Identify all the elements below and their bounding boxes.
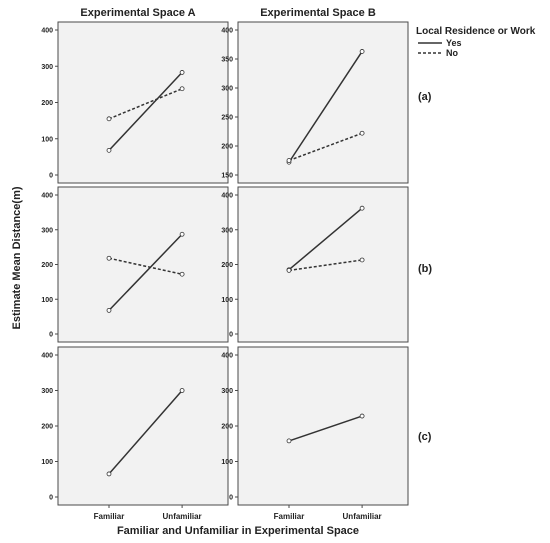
panel-a-a: 0 100 200 300 400 — [41, 21, 229, 184]
panel-c-b: 0 100 200 300 400 Familiar Unfamiliar — [221, 346, 409, 521]
y-tick-label: 200 — [41, 262, 53, 269]
series-line-no — [288, 259, 363, 272]
data-point-no — [106, 255, 112, 261]
y-tick-label: 100 — [41, 459, 53, 466]
y-tick-label: 100 — [41, 297, 53, 304]
data-point-yes — [179, 388, 185, 393]
y-tick-label: 100 — [221, 297, 233, 304]
y-tick-label: 350 — [221, 57, 233, 64]
panels: 0 100 200 300 400 150 200 250 300 350 400 0 100 200 30… — [41, 21, 409, 521]
plot-area — [57, 186, 229, 343]
series-line-yes — [108, 71, 183, 151]
data-point-yes — [179, 231, 185, 237]
y-tick-label: 200 — [221, 144, 233, 151]
y-tick-label: 0 — [49, 173, 53, 180]
series-line-yes — [288, 415, 363, 442]
plot-area — [237, 21, 409, 184]
panel-b-a: 0 100 200 300 400 — [41, 186, 229, 343]
series-line-no — [108, 257, 183, 275]
data-point-no — [106, 116, 112, 122]
x-tick-label: Familiar — [274, 512, 305, 521]
y-tick-label: 0 — [229, 495, 233, 502]
data-point-yes — [359, 205, 365, 211]
data-point-no — [359, 130, 365, 136]
legend-label-yes: Yes — [446, 38, 462, 48]
series-line-no — [288, 132, 363, 162]
data-point-no — [286, 158, 292, 163]
data-point-yes — [106, 147, 112, 153]
y-axis-title: Estimate Mean Distance(m) — [11, 186, 23, 329]
legend-title: Local Residence or Work — [416, 26, 536, 37]
y-tick-label: 300 — [221, 86, 233, 93]
data-point-yes — [286, 438, 292, 444]
y-tick-label: 200 — [221, 424, 233, 431]
y-tick-label: 300 — [41, 64, 53, 71]
y-tick-label: 250 — [221, 115, 233, 122]
y-tick-label: 0 — [49, 332, 53, 339]
series-line-yes — [108, 233, 183, 311]
row-label-c: (c) — [418, 431, 432, 443]
series-line-yes — [108, 390, 183, 475]
y-tick-label: 400 — [41, 28, 53, 35]
column-title-b: Experimental Space B — [260, 7, 376, 19]
series-line-yes — [288, 207, 363, 271]
panel-a-b: 150 200 250 300 350 400 — [221, 21, 409, 184]
y-tick-label: 300 — [41, 227, 53, 234]
y-tick-label: 100 — [221, 459, 233, 466]
y-tick-label: 400 — [221, 193, 233, 200]
x-tick-label: Unfamiliar — [163, 512, 202, 521]
data-point-yes — [359, 49, 365, 54]
data-point-yes — [359, 413, 365, 419]
data-point-no — [359, 257, 365, 263]
y-tick-label: 400 — [221, 353, 233, 360]
y-tick-label: 300 — [221, 227, 233, 234]
y-tick-label: 0 — [49, 495, 53, 502]
y-tick-label: 200 — [41, 424, 53, 431]
series-line-yes — [288, 51, 363, 163]
data-point-no — [179, 86, 185, 92]
data-point-yes — [106, 471, 112, 477]
y-tick-label: 300 — [41, 388, 53, 395]
data-point-no — [179, 271, 185, 277]
series-line-no — [108, 88, 183, 120]
row-label-b: (b) — [418, 263, 432, 275]
y-tick-label: 200 — [41, 100, 53, 107]
plot-area — [57, 21, 229, 184]
y-tick-label: 400 — [41, 353, 53, 360]
y-tick-label: 0 — [229, 332, 233, 339]
data-point-yes — [179, 70, 185, 75]
y-tick-label: 200 — [221, 262, 233, 269]
y-tick-label: 150 — [221, 173, 233, 180]
row-label-a: (a) — [418, 91, 432, 103]
y-tick-label: 300 — [221, 388, 233, 395]
data-point-yes — [106, 307, 112, 313]
panel-c-a: 0 100 200 300 400 Familiar Unfamiliar — [41, 346, 229, 521]
y-tick-label: 100 — [41, 136, 53, 143]
legend: Local Residence or Work Yes No — [416, 26, 536, 58]
y-tick-label: 400 — [41, 193, 53, 200]
plot-area — [57, 346, 229, 506]
plot-area — [237, 186, 409, 343]
y-tick-label: 400 — [221, 28, 233, 35]
legend-label-no: No — [446, 48, 458, 58]
x-axis-title: Familiar and Unfamiliar in Experimental … — [117, 525, 359, 537]
x-tick-label: Familiar — [94, 512, 125, 521]
panel-b-b: 0 100 200 300 400 — [221, 186, 409, 343]
plot-area — [237, 346, 409, 506]
column-title-a: Experimental Space A — [80, 7, 195, 19]
data-point-no — [286, 268, 292, 273]
x-tick-label: Unfamiliar — [343, 512, 382, 521]
